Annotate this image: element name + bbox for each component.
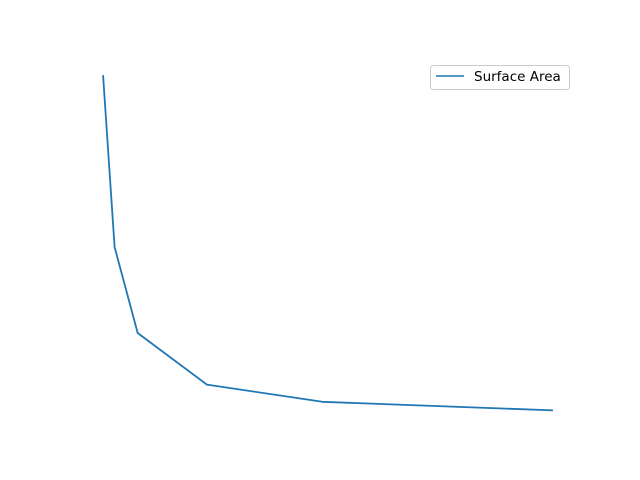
legend-label-surface-area: Surface Area: [474, 69, 561, 85]
legend: Surface Area: [430, 65, 570, 90]
legend-box: [430, 65, 570, 90]
series-line-surface-area: [102, 75, 553, 412]
plot-area: [102, 75, 553, 412]
